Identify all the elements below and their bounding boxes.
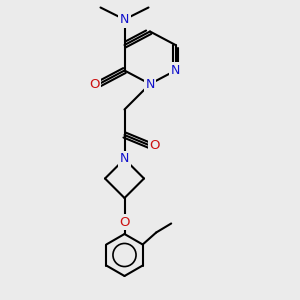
Text: O: O: [149, 139, 160, 152]
Text: O: O: [89, 77, 100, 91]
Text: N: N: [120, 152, 129, 166]
Text: N: N: [120, 13, 129, 26]
Text: N: N: [171, 64, 180, 77]
Text: N: N: [145, 77, 155, 91]
Text: O: O: [119, 215, 130, 229]
